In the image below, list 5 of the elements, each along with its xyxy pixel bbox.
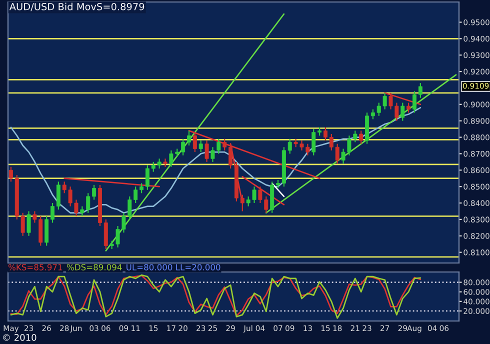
- series-label: %DS=89.094: [66, 264, 122, 270]
- chart-title: AUD/USD Bid MovS=0.8979: [9, 2, 144, 12]
- text: UL=80.000 LL=20.000: [126, 264, 220, 270]
- text: © 2010: [3, 334, 36, 341]
- series-label: %KS=85.971: [8, 264, 62, 270]
